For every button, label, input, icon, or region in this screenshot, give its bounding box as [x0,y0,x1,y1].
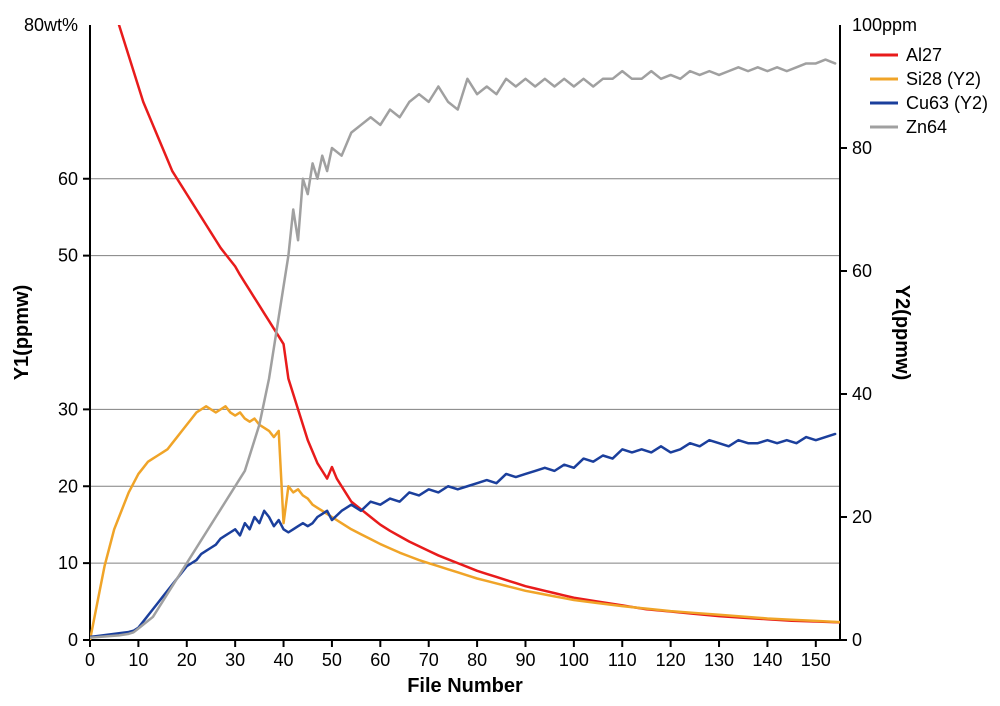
y2-tick-label: 60 [852,261,872,281]
line-chart: 0102030405060708090100110120130140150Fil… [0,0,1000,706]
y1-tick-label: 20 [58,476,78,496]
x-axis-label: File Number [407,675,523,697]
x-tick-label: 80 [467,650,487,670]
y2-tick-label: 20 [852,507,872,527]
x-tick-label: 140 [752,650,782,670]
x-tick-label: 30 [225,650,245,670]
x-tick-label: 150 [801,650,831,670]
y2-tick-label: 80 [852,138,872,158]
y1-tick-label: 50 [58,246,78,266]
x-tick-label: 50 [322,650,342,670]
x-tick-label: 60 [370,650,390,670]
y1-unit-label: 80wt% [24,15,78,35]
y1-tick-label: 60 [58,169,78,189]
chart-container: 0102030405060708090100110120130140150Fil… [0,0,1000,706]
y1-tick-label: 10 [58,553,78,573]
x-tick-label: 120 [656,650,686,670]
x-tick-label: 10 [128,650,148,670]
legend-label: Zn64 [906,117,947,137]
x-tick-label: 110 [608,650,637,670]
x-tick-label: 0 [85,650,95,670]
y1-tick-label: 0 [68,630,78,650]
legend-label: Si28 (Y2) [906,69,981,89]
y1-tick-label: 30 [58,399,78,419]
y1-axis-label: Y1(ppmw) [11,285,33,381]
y2-axis-label: Y2(ppmw) [891,285,913,381]
x-tick-label: 90 [515,650,535,670]
y2-tick-label: 0 [852,630,862,650]
y2-unit-label: 100ppm [852,15,917,35]
x-tick-label: 40 [274,650,294,670]
chart-background [0,0,1000,706]
x-tick-label: 20 [177,650,197,670]
legend-label: Cu63 (Y2) [906,93,988,113]
legend-label: Al27 [906,45,942,65]
y2-tick-label: 40 [852,384,872,404]
x-tick-label: 70 [419,650,439,670]
x-tick-label: 100 [559,650,589,670]
x-tick-label: 130 [704,650,734,670]
